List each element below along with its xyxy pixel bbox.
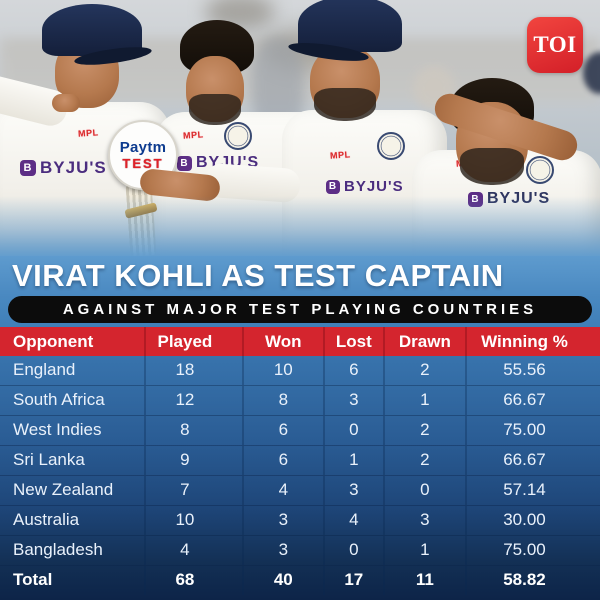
cell-won: 8 — [241, 386, 323, 415]
cell-drawn: 1 — [382, 536, 465, 565]
cell-winning-pct: 57.14 — [464, 476, 600, 505]
cell-lost: 6 — [322, 356, 383, 385]
subtitle-pill: AGAINST MAJOR TEST PLAYING COUNTRIES — [8, 296, 592, 323]
table-row: Australia 10 3 4 3 30.00 — [0, 505, 600, 535]
test-label: TEST — [122, 156, 164, 171]
table-row: West Indies 8 6 0 2 75.00 — [0, 415, 600, 445]
table-header-row: Opponent Played Won Lost Drawn Winning % — [0, 327, 600, 356]
cricket-cap — [42, 4, 142, 56]
stats-table: Opponent Played Won Lost Drawn Winning %… — [0, 327, 600, 600]
cell-played: 12 — [144, 386, 242, 415]
column-header-opponent: Opponent — [13, 332, 94, 351]
cell-won: 3 — [241, 536, 323, 565]
cell-drawn: 11 — [382, 566, 465, 595]
bcci-crest-icon — [526, 156, 554, 184]
column-header-won: Won — [241, 327, 323, 356]
page-title: VIRAT KOHLI AS TEST CAPTAIN — [12, 258, 504, 293]
table-row: South Africa 12 8 3 1 66.67 — [0, 385, 600, 415]
cell-played: 8 — [144, 416, 242, 445]
paytm-logo: Paytm — [119, 139, 167, 156]
bcci-crest-icon — [377, 132, 405, 160]
cell-winning-pct: 30.00 — [464, 506, 600, 535]
cell-won: 3 — [241, 506, 323, 535]
cell-lost: 0 — [322, 416, 383, 445]
cell-drawn: 2 — [382, 416, 465, 445]
cell-won: 4 — [241, 476, 323, 505]
cell-played: 9 — [144, 446, 242, 475]
table-row: New Zealand 7 4 3 0 57.14 — [0, 475, 600, 505]
cell-won: 10 — [241, 356, 323, 385]
cell-opponent: Australia — [13, 510, 80, 529]
cell-winning-pct: 58.82 — [464, 566, 600, 595]
team-photo: MPL B BYJU'S MPL B BYJU'S MPL B BYJU'S — [0, 0, 600, 256]
cell-played: 10 — [144, 506, 242, 535]
table-row: Bangladesh 4 3 0 1 75.00 — [0, 535, 600, 565]
cell-winning-pct: 75.00 — [464, 536, 600, 565]
mpl-logo: MPL — [329, 149, 351, 161]
cell-drawn: 2 — [382, 446, 465, 475]
cell-lost: 3 — [322, 386, 383, 415]
column-header-winning-pct: Winning % — [464, 327, 600, 356]
cell-won: 40 — [241, 566, 323, 595]
cell-winning-pct: 75.00 — [464, 416, 600, 445]
cell-played: 4 — [144, 536, 242, 565]
table-row: England 18 10 6 2 55.56 — [0, 356, 600, 385]
cell-drawn: 2 — [382, 356, 465, 385]
cell-winning-pct: 66.67 — [464, 446, 600, 475]
cell-lost: 3 — [322, 476, 383, 505]
cell-played: 7 — [144, 476, 242, 505]
mpl-logo: MPL — [182, 129, 204, 141]
column-header-lost: Lost — [322, 327, 383, 356]
column-header-drawn: Drawn — [382, 327, 465, 356]
cell-drawn: 1 — [382, 386, 465, 415]
cell-drawn: 3 — [382, 506, 465, 535]
cell-opponent: South Africa — [13, 390, 105, 409]
table-row: Sri Lanka 9 6 1 2 66.67 — [0, 445, 600, 475]
title-band: VIRAT KOHLI AS TEST CAPTAIN AGAINST MAJO… — [0, 256, 600, 327]
background-cap-blur — [583, 52, 600, 94]
cell-opponent: New Zealand — [13, 480, 114, 499]
cell-winning-pct: 55.56 — [464, 356, 600, 385]
photo-bottom-fade — [0, 196, 600, 256]
cricket-cap — [298, 0, 402, 52]
byjus-icon: B — [326, 179, 340, 194]
cell-lost: 17 — [322, 566, 383, 595]
toi-logo: TOI — [527, 17, 583, 73]
player-face — [186, 56, 244, 125]
cell-winning-pct: 66.67 — [464, 386, 600, 415]
column-header-played: Played — [144, 327, 242, 356]
mpl-logo: MPL — [77, 127, 99, 139]
cell-opponent: West Indies — [13, 420, 102, 439]
byjus-icon: B — [177, 155, 192, 171]
cell-opponent: Sri Lanka — [13, 450, 85, 469]
hand-on-shoulder — [52, 94, 80, 112]
cell-lost: 1 — [322, 446, 383, 475]
cell-won: 6 — [241, 416, 323, 445]
table-row-total: Total 68 40 17 11 58.82 — [0, 565, 600, 595]
cell-drawn: 0 — [382, 476, 465, 505]
cell-played: 68 — [144, 566, 242, 595]
cell-opponent: Total — [13, 570, 53, 589]
cell-played: 18 — [144, 356, 242, 385]
cell-lost: 0 — [322, 536, 383, 565]
bcci-crest-icon — [224, 122, 252, 150]
cell-won: 6 — [241, 446, 323, 475]
byjus-icon: B — [20, 160, 36, 176]
cell-opponent: Bangladesh — [13, 540, 103, 559]
cell-lost: 4 — [322, 506, 383, 535]
cell-opponent: England — [13, 360, 76, 379]
